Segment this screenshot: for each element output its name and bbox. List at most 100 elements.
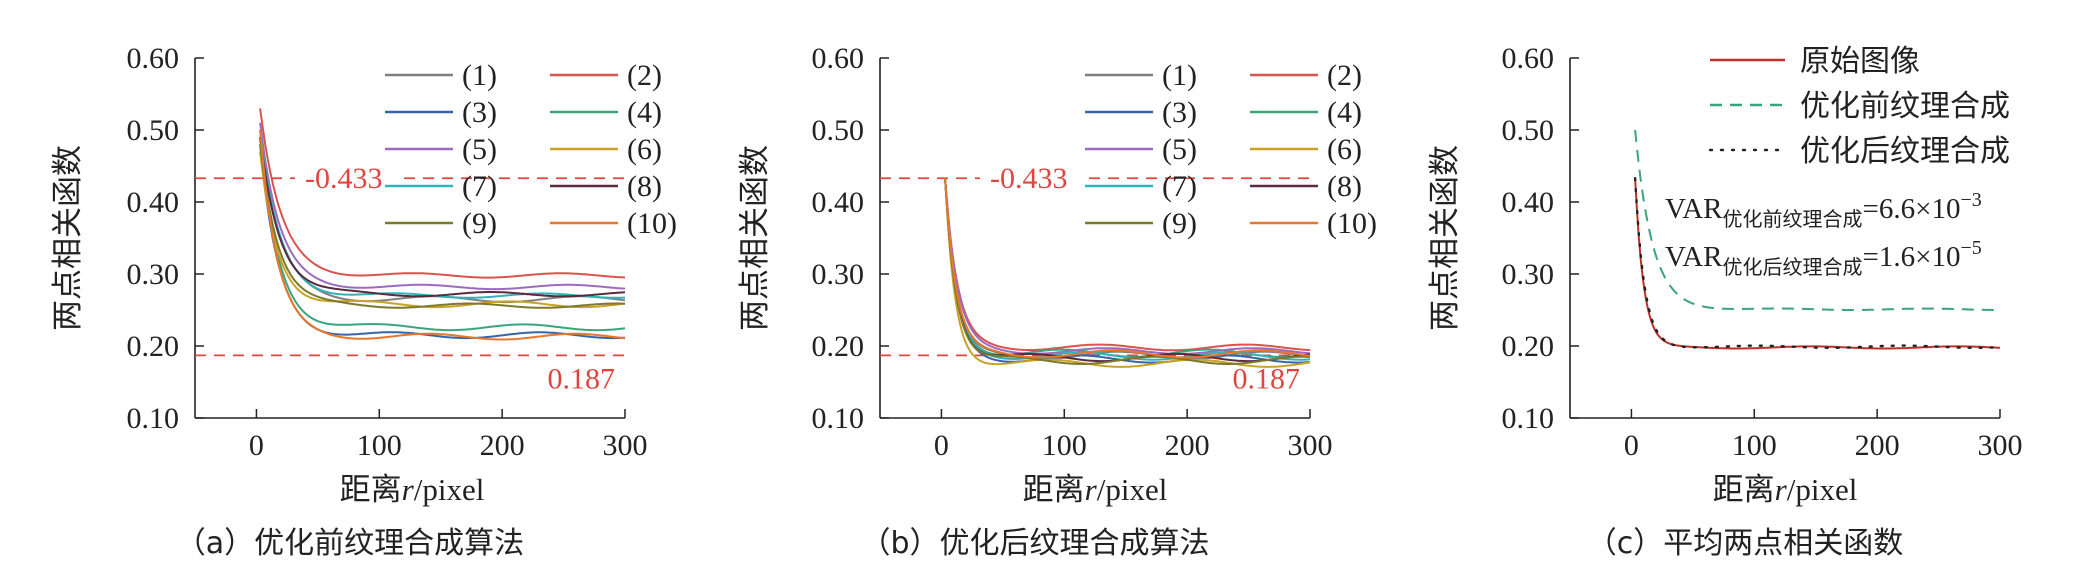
legend-label: (8) [627,170,662,203]
series-line [944,178,1311,360]
reference-label-bg [980,162,1088,195]
legend-label: 原始图像 [1800,44,1920,79]
series-line [259,137,626,332]
panel-caption: （c）平均两点相关函数 [1587,526,1904,561]
y-tick-label: 0.30 [127,258,180,291]
reference-label-dash: - [305,162,315,195]
y-tick-label: 0.20 [127,330,180,363]
y-tick-label: 0.40 [1502,186,1555,219]
reference-label-value: 0.433 [315,162,383,195]
variance-exponent: −3 [1960,189,1981,211]
panel-a: 0.10 0.20 0.30 0.40 0.50 0.60 0 100 200 300 距离r/pi… [50,42,677,561]
x-tick-label: 100 [1042,429,1087,462]
y-tick-label: 0.20 [812,330,865,363]
x-axis-title-part: r [1775,472,1788,507]
y-tick-label: 0.30 [1502,258,1555,291]
variance-annotation: VAR优化前纹理合成=6.6×10−3 [1665,189,1982,231]
legend-label: (1) [462,59,497,92]
reference-label-value: 0.433 [1000,162,1068,195]
legend-label: (6) [1327,133,1362,166]
legend-label: (6) [627,133,662,166]
variance-value: =1.6×10 [1863,241,1961,273]
x-axis-title-part: 距离 [340,472,402,508]
x-axis-title-part: r [1085,472,1098,507]
variance-annotation: VAR优化后纹理合成=1.6×10−5 [1665,237,1982,279]
series-line [944,178,1311,363]
legend-label: 优化后纹理合成 [1800,134,2010,169]
legend-label: (7) [462,170,497,203]
variance-subscript: 优化前纹理合成 [1723,207,1863,231]
panel-c: 0.10 0.20 0.30 0.40 0.50 0.60 0 100 200 300 距离r/pi… [1427,42,2023,561]
series-line [944,178,1311,352]
series-line [944,178,1310,365]
y-tick-label: 0.60 [127,42,180,75]
x-tick-label: 300 [603,429,648,462]
panel-caption: （b）优化后纹理合成算法 [860,526,1209,561]
legend-label: (2) [1327,59,1362,92]
reference-line-label: 0.187 [548,362,616,395]
x-axis-title: 距离r/pixel [1713,472,1858,508]
reference-line-label: -0.433 [990,162,1068,195]
series-line [259,144,626,309]
legend-label: (1) [1162,59,1197,92]
legend-label: (2) [627,59,662,92]
y-tick-label: 0.50 [812,114,865,147]
y-tick-label: 0.60 [812,42,865,75]
y-tick-label: 0.30 [812,258,865,291]
x-tick-label: 300 [1288,429,1333,462]
y-tick-label: 0.10 [812,402,865,435]
series-line [944,178,1311,368]
x-axis-title: 距离r/pixel [340,472,485,508]
y-tick-label: 0.10 [127,402,180,435]
series-line [944,178,1311,361]
x-tick-label: 0 [1624,429,1639,462]
y-tick-label: 0.40 [812,186,865,219]
x-tick-label: 300 [1978,429,2023,462]
x-tick-label: 0 [249,429,264,462]
variance-prefix: VAR [1665,241,1723,273]
series-line [259,129,626,341]
y-axis-title: 两点相关函数 [50,145,86,331]
variance-value: =6.6×10 [1863,193,1961,225]
x-tick-label: 200 [480,429,525,462]
series-line [259,129,625,299]
y-tick-label: 0.10 [1502,402,1555,435]
legend-label: (10) [1327,207,1377,240]
y-tick-label: 0.50 [127,114,180,147]
series-line [944,178,1311,364]
legend-label: (3) [1162,96,1197,129]
panel-caption: （a）优化前纹理合成算法 [176,526,524,561]
series-line [944,178,1311,359]
x-tick-label: 100 [1732,429,1777,462]
legend-label: (9) [1162,207,1197,240]
x-tick-label: 100 [357,429,402,462]
legend-label: (3) [462,96,497,129]
y-axis-title: 两点相关函数 [737,145,773,331]
x-axis-title: 距离r/pixel [1023,472,1168,508]
x-axis-title-part: /pixel [1097,472,1168,507]
x-axis-title-part: /pixel [414,472,485,507]
y-tick-label: 0.40 [127,186,180,219]
series-line [259,122,626,291]
variance-subscript: 优化后纹理合成 [1723,255,1863,279]
x-tick-label: 0 [934,429,949,462]
x-tick-label: 200 [1165,429,1210,462]
series-line [944,178,1311,355]
x-tick-label: 200 [1855,429,1900,462]
legend-label: 优化前纹理合成 [1800,89,2010,124]
variance-exponent: −5 [1960,237,1981,259]
x-axis-title-part: r [402,472,415,507]
x-axis-title-part: 距离 [1023,472,1085,508]
x-axis-title-part: 距离 [1713,472,1775,508]
series-line [259,108,625,279]
reference-line-label: -0.433 [305,162,383,195]
legend-label: (4) [1327,96,1362,129]
legend-label: (4) [627,96,662,129]
series-line [259,137,626,298]
legend-label: (10) [627,207,677,240]
series-line [1633,177,2002,349]
legend-label: (8) [1327,170,1362,203]
y-tick-label: 0.20 [1502,330,1555,363]
reference-label-bg [295,162,403,195]
